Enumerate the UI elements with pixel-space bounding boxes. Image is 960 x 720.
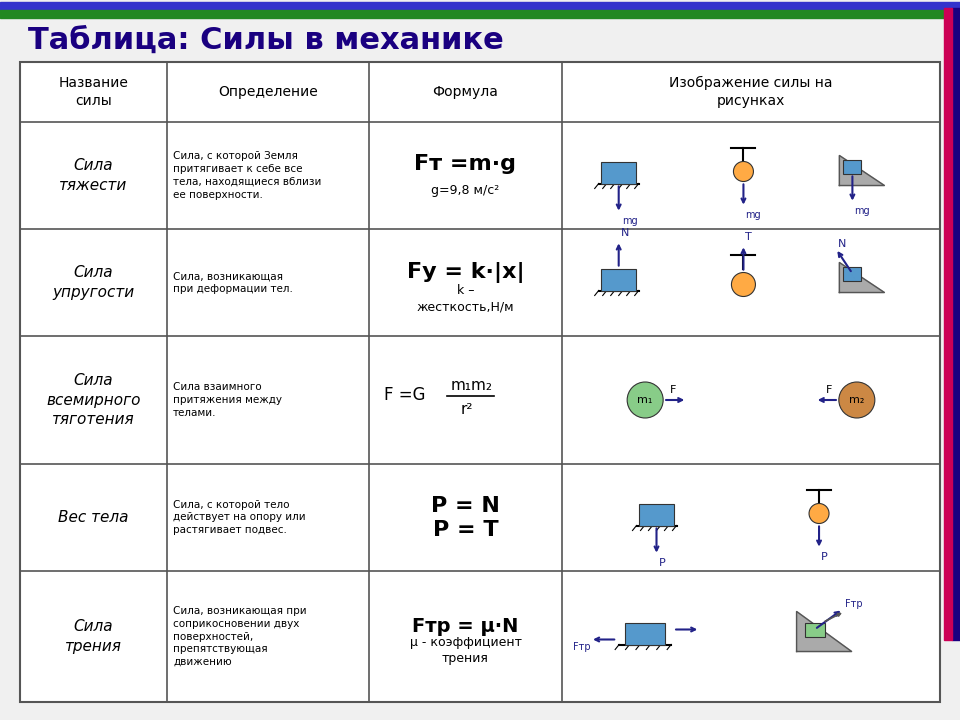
Text: Формула: Формула (433, 85, 498, 99)
Text: Fтр: Fтр (572, 642, 590, 652)
Text: mg: mg (854, 205, 870, 215)
Text: F: F (670, 385, 677, 395)
Text: Сила
упругости: Сила упругости (53, 265, 134, 300)
Text: m₁m₂: m₁m₂ (451, 379, 493, 394)
Text: Сила, возникающая
при деформации тел.: Сила, возникающая при деформации тел. (173, 271, 293, 294)
Bar (20, 62, 940, 702)
Text: N: N (838, 238, 846, 248)
Polygon shape (797, 611, 852, 652)
Bar (601, 161, 636, 184)
Text: Сила взаимного
притяжения между
телами.: Сила взаимного притяжения между телами. (173, 382, 282, 418)
Text: N: N (621, 228, 629, 238)
Circle shape (809, 503, 829, 523)
Text: Fтр = μ·N: Fтр = μ·N (412, 617, 518, 636)
Text: m₁: m₁ (637, 395, 653, 405)
Text: P = N: P = N (431, 495, 500, 516)
Text: μ - коэффициент
трения: μ - коэффициент трения (410, 636, 521, 665)
Circle shape (839, 382, 875, 418)
Text: g=9,8 м/с²: g=9,8 м/с² (431, 184, 499, 197)
Text: Определение: Определение (218, 85, 318, 99)
Text: Fтр: Fтр (845, 599, 862, 609)
Bar (0, 2, 960, 10)
Text: P: P (659, 557, 665, 567)
Text: Изображение силы на
рисунках: Изображение силы на рисунках (669, 76, 832, 108)
Polygon shape (839, 263, 884, 292)
Text: Сила
тяжести: Сила тяжести (60, 158, 128, 193)
Text: Сила
трения: Сила трения (65, 619, 122, 654)
Text: Сила, с которой тело
действует на опору или
растягивает подвес.: Сила, с которой тело действует на опору … (173, 500, 305, 535)
Text: T: T (746, 233, 753, 243)
Text: Сила, с которой Земля
притягивает к себе все
тела, находящиеся вблизи
ее поверхн: Сила, с которой Земля притягивает к себе… (173, 151, 322, 199)
Bar (20, 62, 940, 702)
Text: mg: mg (622, 215, 637, 225)
Text: m₂: m₂ (850, 395, 865, 405)
Text: Таблица: Силы в механике: Таблица: Силы в механике (28, 25, 504, 55)
Bar (844, 266, 861, 281)
Text: mg: mg (746, 210, 761, 220)
Bar (601, 269, 636, 290)
Text: Название
силы: Название силы (59, 76, 129, 108)
Bar (844, 160, 861, 174)
Text: Fу = k·|x|: Fу = k·|x| (407, 262, 524, 283)
Bar (625, 623, 665, 644)
Text: Fт =m·g: Fт =m·g (415, 153, 516, 174)
Text: Вес тела: Вес тела (59, 510, 129, 525)
Text: k –
жесткость,Н/м: k – жесткость,Н/м (417, 284, 515, 313)
Text: P = T: P = T (433, 520, 498, 539)
Bar (804, 623, 825, 636)
Bar (952, 8, 960, 640)
Text: F =G: F =G (384, 386, 431, 404)
Bar (639, 503, 674, 526)
Polygon shape (839, 156, 884, 186)
Text: r²: r² (461, 402, 473, 418)
Circle shape (733, 161, 754, 181)
Bar (0, 10, 960, 18)
Circle shape (627, 382, 663, 418)
Text: Сила
всемирного
тяготения: Сила всемирного тяготения (46, 373, 141, 427)
Text: F: F (826, 385, 832, 395)
Text: P: P (821, 552, 828, 562)
Circle shape (732, 272, 756, 297)
Bar (944, 8, 952, 640)
Text: Сила, возникающая при
соприкосновении двух
поверхностей,
препятствующая
движению: Сила, возникающая при соприкосновении дв… (173, 606, 306, 667)
